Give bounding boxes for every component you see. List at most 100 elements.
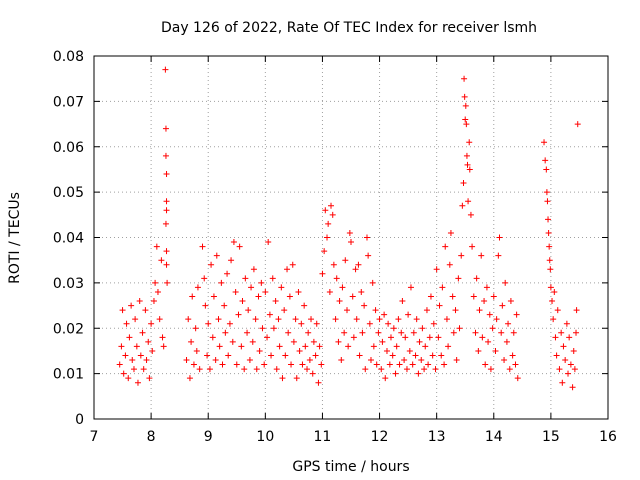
data-point (322, 207, 329, 214)
data-point (461, 93, 468, 100)
data-point (573, 329, 580, 336)
data-point (125, 375, 132, 382)
data-point (218, 279, 225, 286)
data-point (192, 325, 199, 332)
data-point (193, 347, 200, 354)
x-tick-label: 8 (147, 429, 156, 445)
data-point (425, 361, 432, 368)
data-point (366, 320, 373, 327)
data-point (462, 116, 469, 123)
data-point (256, 347, 263, 354)
data-point (446, 261, 453, 268)
data-point (136, 298, 143, 305)
data-point (309, 370, 316, 377)
data-point (552, 334, 559, 341)
data-point (469, 243, 476, 250)
data-point (499, 302, 506, 309)
data-point (460, 180, 467, 187)
data-point (134, 379, 141, 386)
data-point (419, 325, 426, 332)
axis-ticks (93, 55, 609, 420)
data-point (373, 361, 380, 368)
data-point (465, 198, 472, 205)
data-point (365, 252, 372, 259)
data-point (476, 307, 483, 314)
data-point (276, 343, 283, 350)
data-point (248, 284, 255, 291)
data-point (140, 366, 147, 373)
data-point (372, 307, 379, 314)
y-tick-label: 0.08 (53, 49, 84, 65)
data-point (186, 375, 193, 382)
data-point (310, 338, 317, 345)
data-point (258, 279, 265, 286)
data-point (389, 352, 396, 359)
data-point (455, 275, 462, 282)
data-point (308, 316, 315, 323)
data-point (264, 334, 271, 341)
data-point (385, 320, 392, 327)
data-point (512, 361, 519, 368)
data-point (553, 352, 560, 359)
data-points (116, 66, 581, 391)
data-point (447, 229, 454, 236)
data-point (139, 329, 146, 336)
data-point (301, 302, 308, 309)
data-point (416, 338, 423, 345)
data-point (461, 75, 468, 82)
data-point (514, 375, 521, 382)
data-point (456, 325, 463, 332)
data-point (313, 320, 320, 327)
data-point (235, 311, 242, 318)
data-point (435, 334, 442, 341)
data-point (502, 279, 509, 286)
data-point (132, 316, 139, 323)
data-point (324, 234, 331, 241)
data-point (206, 366, 213, 373)
data-point (194, 284, 201, 291)
data-point (152, 279, 159, 286)
data-point (153, 243, 160, 250)
data-point (266, 311, 273, 318)
data-point (325, 220, 332, 227)
data-point (376, 316, 383, 323)
data-point (345, 343, 352, 350)
data-point (284, 266, 291, 273)
data-point (126, 334, 133, 341)
data-point (232, 288, 239, 295)
data-point (162, 152, 169, 159)
y-tick-label: 0.04 (53, 231, 84, 247)
data-point (123, 320, 130, 327)
data-point (545, 216, 552, 223)
data-point (120, 370, 127, 377)
data-point (145, 338, 152, 345)
data-point (210, 293, 217, 300)
data-point (429, 352, 436, 359)
data-point (487, 366, 494, 373)
data-point (510, 329, 517, 336)
data-point (565, 370, 572, 377)
data-point (164, 279, 171, 286)
data-point (222, 329, 229, 336)
data-point (541, 139, 548, 146)
data-point (466, 166, 473, 173)
data-point (441, 361, 448, 368)
data-point (473, 275, 480, 282)
data-point (295, 288, 302, 295)
data-point (415, 370, 422, 377)
y-tick-label: 0.03 (53, 276, 84, 292)
y-tick-label: 0.05 (53, 185, 84, 201)
grid-lines (94, 56, 608, 419)
data-point (390, 325, 397, 332)
data-point (479, 334, 486, 341)
data-point (305, 329, 312, 336)
data-point (156, 316, 163, 323)
data-point (321, 248, 328, 255)
x-tick-label: 12 (371, 429, 389, 445)
data-point (470, 293, 477, 300)
data-point (250, 266, 257, 273)
data-point (341, 329, 348, 336)
data-point (550, 316, 557, 323)
data-point (282, 352, 289, 359)
